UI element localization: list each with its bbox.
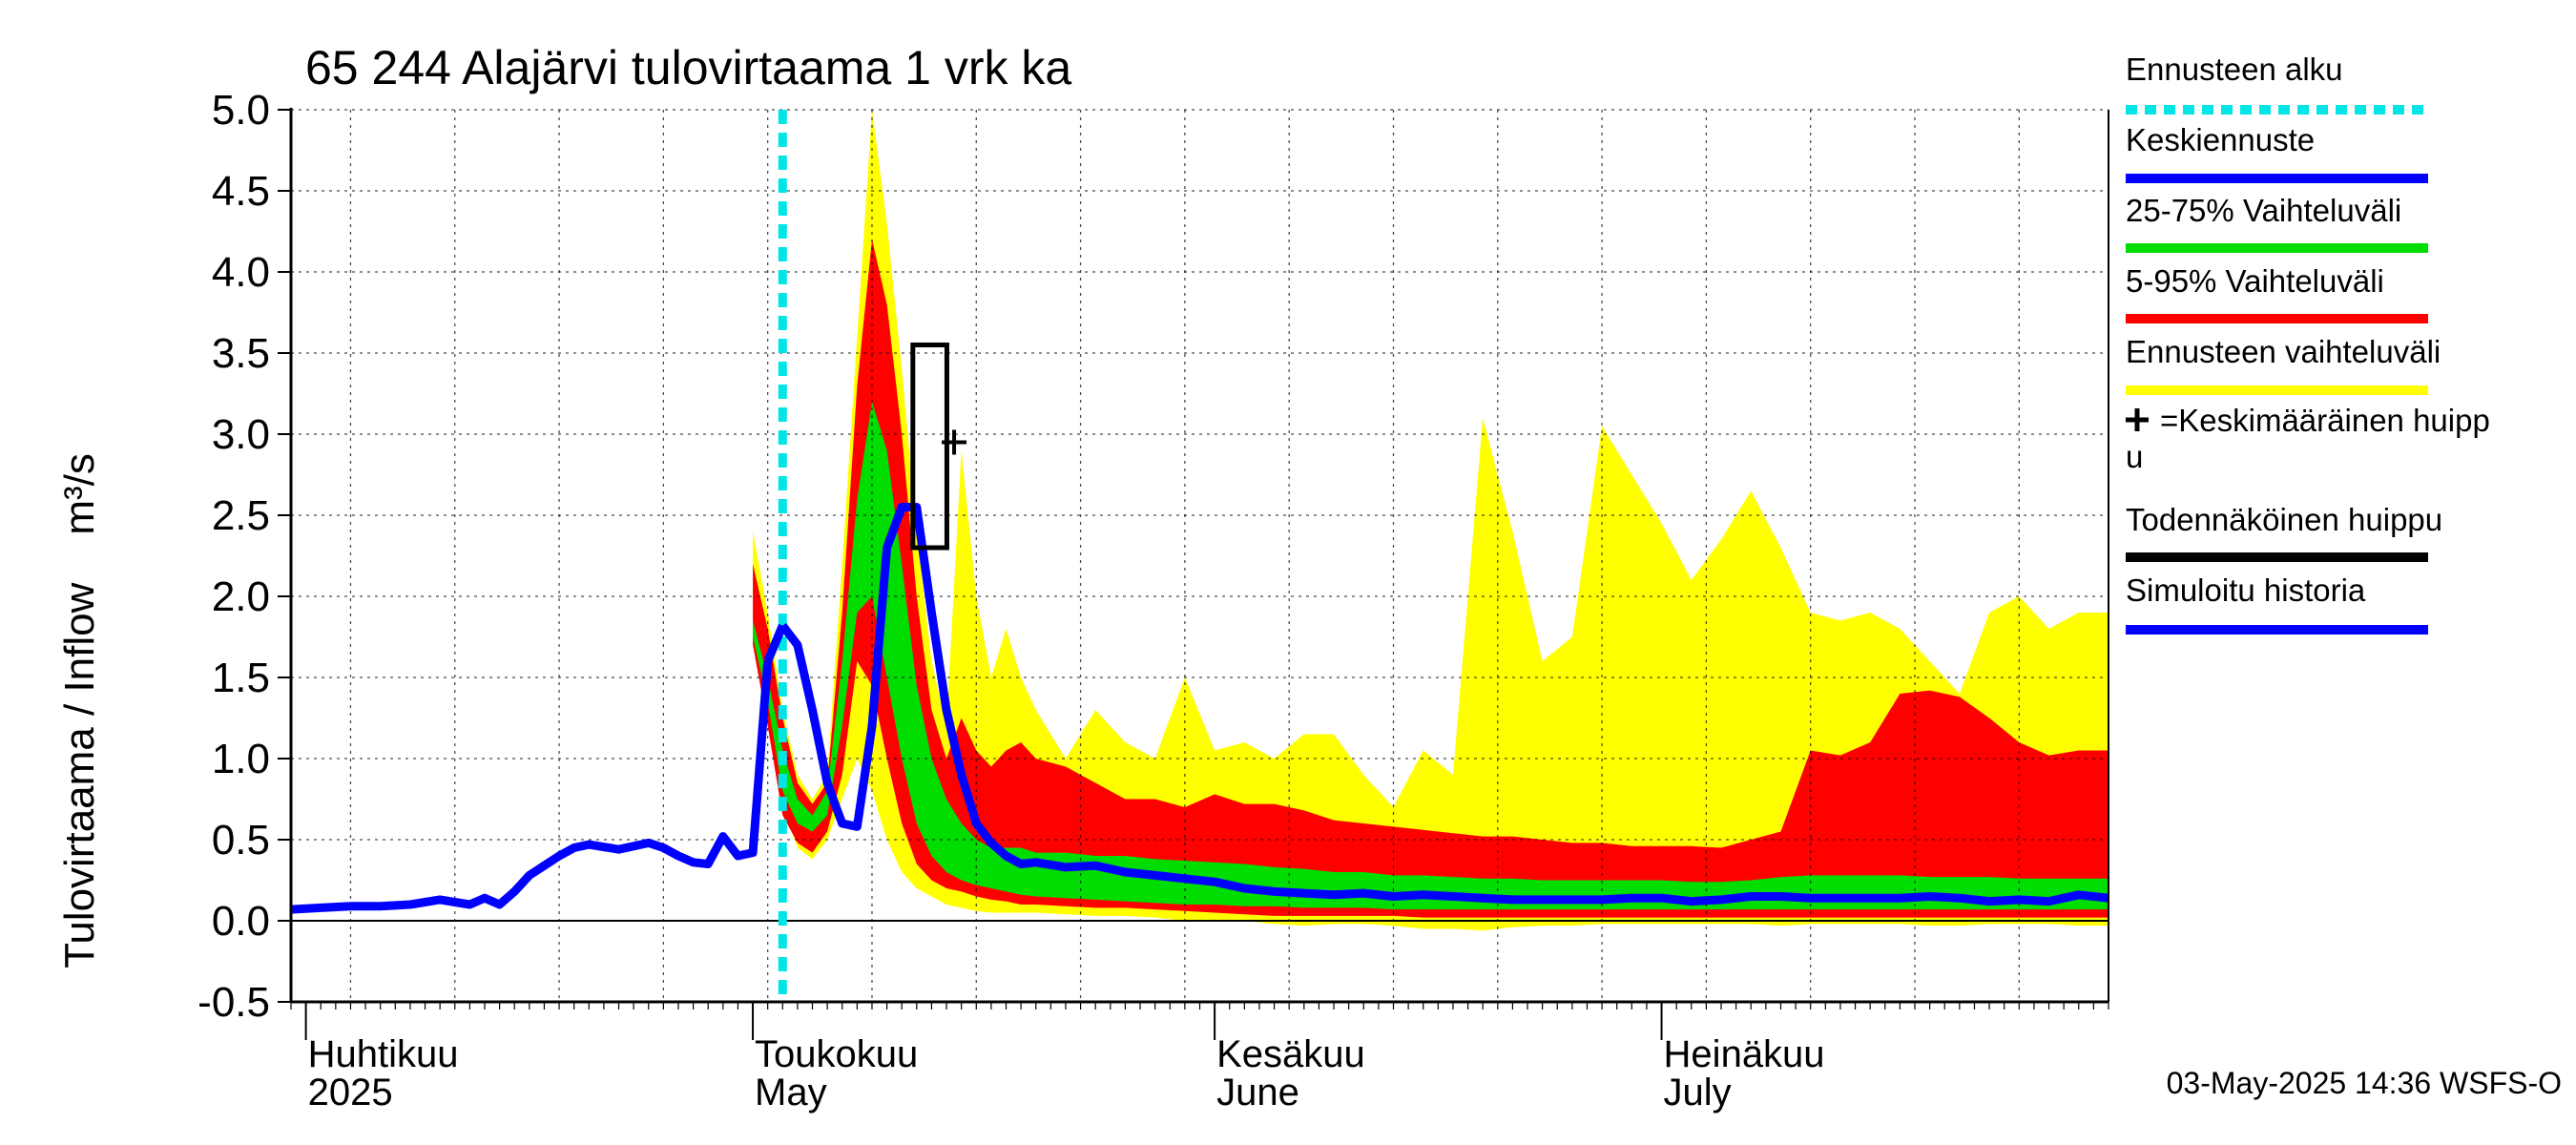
legend-label: 25-75% Vaihteluväli [2126, 193, 2401, 228]
history-line [290, 660, 773, 914]
y-axis-unit: m³/s [56, 453, 103, 535]
y-tick-label: 1.5 [212, 655, 270, 701]
forecast-bands [753, 110, 2109, 931]
y-tick-label: 2.5 [212, 492, 270, 539]
band-ennusteen-vaihteluv-li [753, 110, 2109, 931]
timestamp: 03-May-2025 14:36 WSFS-O [2167, 1066, 2562, 1100]
month-label: Heinäkuu [1664, 1033, 1825, 1075]
chart-title: 65 244 Alajärvi tulovirtaama 1 vrk ka [305, 41, 1071, 94]
month-sublabel: July [1664, 1072, 1732, 1114]
forecast-lines [290, 110, 2109, 1002]
legend-label: Ennusteen alku [2126, 52, 2343, 87]
y-tick-label: 4.0 [212, 249, 270, 296]
probable-peak-box [910, 343, 949, 551]
y-tick-label: 4.5 [212, 168, 270, 215]
month-sublabel: June [1216, 1072, 1299, 1114]
legend-label: 5-95% Vaihteluväli [2126, 263, 2384, 299]
y-tick-label: 2.0 [212, 573, 270, 620]
legend-label: =Keskimääräinen huipp [2160, 403, 2490, 438]
month-label: Huhtikuu [308, 1033, 459, 1075]
legend-label: Simuloitu historia [2126, 572, 2366, 608]
axes: -0.5 0.0 0.5 1.0 1.5 2.0 2.5 3.0 3.5 4.0 4.5 5.0 Huh… [197, 87, 2109, 1114]
month-label: Toukokuu [755, 1033, 918, 1075]
y-tick-label: 0.0 [212, 898, 270, 945]
y-tick-label: 5.0 [212, 87, 270, 134]
month-sublabel: 2025 [308, 1072, 393, 1114]
legend-label-wrap: u [2126, 439, 2143, 474]
legend-label: Keskiennuste [2126, 122, 2315, 157]
legend-label: Todennäköinen huippu [2126, 502, 2442, 537]
month-label: Kesäkuu [1216, 1033, 1365, 1075]
legend: Ennusteen alku Keskiennuste 25-75% Vaihtel… [2126, 52, 2490, 635]
month-sublabel: May [755, 1072, 827, 1114]
legend-label: Ennusteen vaihteluväli [2126, 334, 2441, 369]
y-tick-label: 0.5 [212, 817, 270, 864]
history-connector [763, 623, 787, 663]
y-axis-label-text: Tulovirtaama / Inflow [56, 582, 103, 968]
y-tick-label: -0.5 [197, 979, 270, 1026]
y-tick-label: 1.0 [212, 736, 270, 782]
band-5-95-vaihteluv-li [753, 239, 2109, 918]
y-axis-label: Tulovirtaama / Inflow m³/s [56, 453, 103, 968]
y-tick-label: 3.0 [212, 411, 270, 458]
y-tick-label: 3.5 [212, 330, 270, 377]
